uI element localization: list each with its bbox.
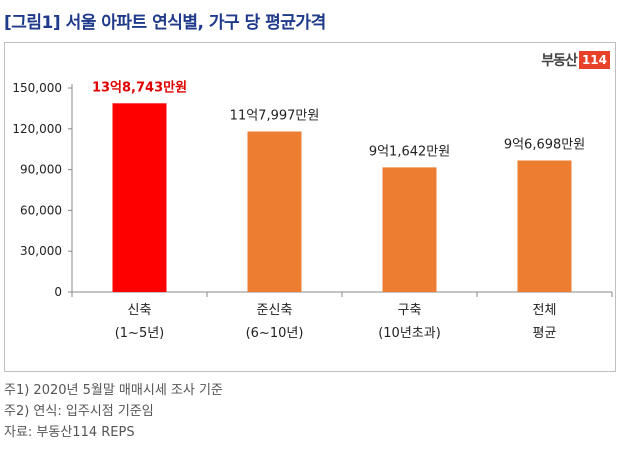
x-tick-sublabel: 평균 [533,326,557,341]
x-tick-label: 신축 [128,303,152,318]
bar [112,103,167,292]
footnotes: 주1) 2020년 5월말 매매시세 조사 기준 주2) 연식: 입주시점 기준… [4,380,223,443]
y-tick-label: 90,000 [20,163,62,177]
brand-logo: 부동산 114 [541,50,610,70]
source-note: 자료: 부동산114 REPS [4,425,135,440]
chart-frame [4,42,616,372]
y-tick-label: 150,000 [12,81,62,95]
bar-chart: 0 30,000 60,000 90,000 120,000 150,000 13억8,74… [12,79,613,341]
data-label: 9억1,642만원 [369,144,450,159]
y-tick-label: 30,000 [20,244,62,258]
y-tick-label: 120,000 [12,122,62,136]
logo-badge: 114 [578,51,610,69]
x-tick-sublabel: (10년초과) [378,326,441,341]
data-label: 11억7,997만원 [230,109,320,124]
x-tick-label: 구축 [398,303,422,318]
chart-title: [그림1] 서울 아파트 연식별, 가구 당 평균가격 [4,13,326,33]
data-label: 9억6,698만원 [504,137,585,152]
bar [382,167,437,292]
x-tick-sublabel: (6~10년) [246,326,304,341]
footnote-1: 주1) 2020년 5월말 매매시세 조사 기준 [4,383,223,398]
y-tick-label: 0 [54,285,62,299]
bar [247,131,302,292]
bar [517,160,572,292]
x-tick-label: 전체 [533,303,557,318]
data-label: 13억8,743만원 [92,79,187,95]
x-tick-label: 준신축 [257,303,293,318]
logo-text: 부동산 [541,53,578,69]
x-tick-sublabel: (1~5년) [115,326,165,341]
y-tick-label: 60,000 [20,203,62,217]
footnote-2: 주2) 연식: 입주시점 기준임 [4,404,154,419]
